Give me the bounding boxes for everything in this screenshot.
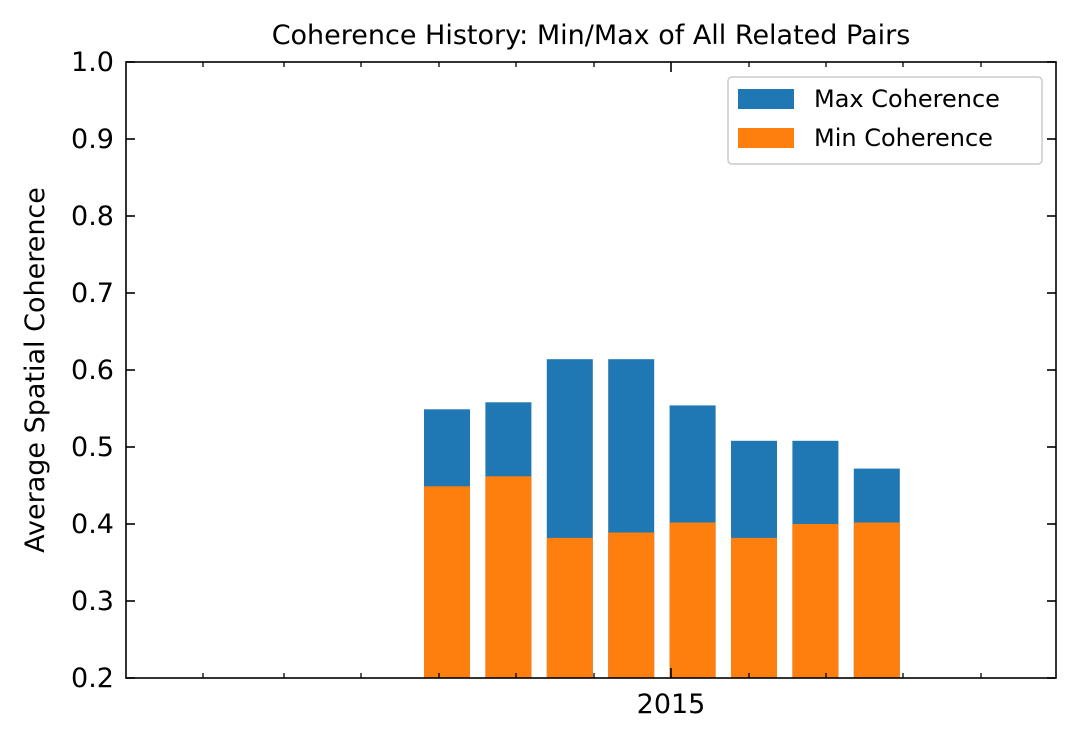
plot-frame bbox=[125, 61, 1057, 679]
y-tick-label-4: 0.5 bbox=[71, 432, 114, 463]
y-tick-label-9: 1.0 bbox=[71, 47, 114, 78]
y-axis-label: Average Spatial Coherence bbox=[20, 187, 51, 553]
y-tick-label-5: 0.6 bbox=[71, 355, 114, 386]
y-tick-label-8: 0.9 bbox=[71, 124, 114, 155]
legend-label-min: Min Coherence bbox=[814, 124, 993, 152]
y-tick-label-1: 0.2 bbox=[71, 663, 114, 694]
legend-swatch-max bbox=[738, 89, 794, 109]
min-bar-1 bbox=[424, 486, 470, 678]
min-bar-2 bbox=[485, 476, 532, 678]
legend-swatch-min bbox=[738, 128, 794, 148]
y-tick-label-7: 0.8 bbox=[71, 201, 114, 232]
min-bar-7 bbox=[792, 524, 839, 678]
legend-label-max: Max Coherence bbox=[814, 85, 1000, 113]
y-tick-label-3: 0.4 bbox=[71, 509, 114, 540]
bars-group bbox=[424, 359, 900, 678]
y-tick-label-6: 0.7 bbox=[71, 278, 114, 309]
min-bar-3 bbox=[546, 537, 593, 678]
x-ticks-group: 2015 bbox=[202, 62, 982, 720]
y-ticks-group: 0.2 0.3 0.4 0.5 0.6 0.7 0.8 0.9 1.0 bbox=[71, 47, 1056, 694]
min-bar-8 bbox=[853, 522, 900, 678]
min-bar-4 bbox=[608, 532, 655, 678]
y-tick-label-2: 0.3 bbox=[71, 586, 114, 617]
min-bar-6 bbox=[731, 537, 777, 678]
chart-title: Coherence History: Min/Max of All Relate… bbox=[272, 20, 911, 51]
x-tick-label-1: 2015 bbox=[637, 689, 706, 720]
legend: Max Coherence Min Coherence bbox=[727, 76, 1043, 165]
min-bar-5 bbox=[669, 522, 716, 678]
legend-box bbox=[727, 76, 1043, 165]
